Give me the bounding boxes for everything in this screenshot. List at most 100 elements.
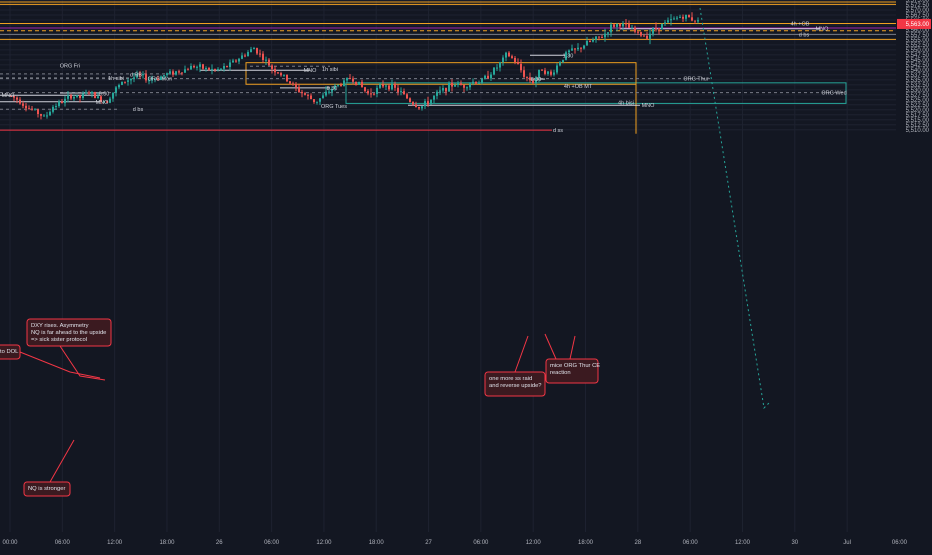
candle-body	[634, 27, 636, 32]
annotation-pointer	[569, 335, 576, 360]
y-tick-label: 5,557.50	[906, 33, 930, 39]
candle	[76, 95, 78, 99]
candle	[265, 56, 267, 66]
candle-body	[265, 59, 267, 61]
candle	[553, 69, 555, 77]
candle	[514, 55, 516, 65]
candle-body	[70, 95, 72, 99]
candle-body	[574, 48, 576, 50]
x-tick-label: 06:00	[264, 540, 280, 546]
candle	[145, 70, 147, 83]
candle	[505, 51, 507, 62]
candle	[148, 76, 150, 85]
candle	[466, 86, 468, 91]
candle-body	[349, 78, 351, 80]
candle	[622, 21, 624, 31]
candle	[550, 69, 552, 77]
candle	[28, 105, 30, 110]
candle-body	[397, 87, 399, 92]
candle	[334, 83, 336, 91]
candle-body	[184, 69, 186, 73]
candle	[403, 88, 405, 95]
candle	[79, 94, 81, 103]
candle-body	[94, 91, 96, 99]
last-price-badge	[897, 18, 931, 29]
candle	[91, 90, 93, 98]
candle-body	[577, 47, 579, 50]
candle-body	[688, 14, 690, 18]
candle	[448, 81, 450, 92]
candle	[544, 67, 546, 76]
candle	[523, 66, 525, 79]
annotation-callout: to DOL	[0, 344, 21, 360]
candle	[634, 25, 636, 34]
candle	[655, 22, 657, 32]
candle-body	[301, 91, 303, 94]
candle-body	[232, 60, 234, 63]
candle	[259, 49, 261, 58]
candle	[286, 74, 288, 83]
candle	[436, 89, 438, 100]
level-label: d ss	[553, 128, 563, 134]
candle-body	[661, 23, 663, 30]
candle	[67, 90, 69, 103]
annotation-box	[545, 358, 599, 384]
level-label: 8.30	[531, 77, 542, 83]
y-tick-label: 5,515.00	[906, 118, 930, 124]
candle	[460, 80, 462, 86]
candle	[160, 75, 162, 81]
candle-body	[262, 53, 264, 60]
candle-body	[205, 67, 207, 69]
candle	[304, 91, 306, 96]
y-tick-label: 5,532.50	[906, 83, 930, 89]
candle-body	[547, 71, 549, 74]
level-label: 1h sibi	[108, 76, 124, 82]
y-tick-label: 5,547.50	[906, 53, 930, 59]
candle	[649, 29, 651, 45]
level-label: 4h bisi	[618, 101, 634, 107]
annotation-text: and reverse upside?	[489, 383, 542, 389]
candle-body	[538, 69, 540, 78]
price-axis-bg	[896, 0, 932, 550]
candle-body	[670, 19, 672, 21]
candle-body	[598, 36, 600, 38]
candle	[127, 78, 129, 86]
candle	[598, 36, 600, 41]
candle	[595, 36, 597, 43]
candle	[274, 65, 276, 76]
price-axis: 5,575.005,572.505,570.005,567.505,565.00…	[896, 0, 932, 550]
candle	[142, 71, 144, 79]
candle	[178, 69, 180, 75]
candle	[475, 81, 477, 85]
candle-body	[430, 99, 432, 105]
candle	[49, 110, 51, 116]
candle	[331, 86, 333, 97]
candle-body	[466, 87, 468, 89]
candle-body	[541, 69, 543, 71]
x-tick-label: 12:00	[526, 540, 542, 546]
x-tick-label: 06:00	[892, 540, 908, 546]
candle	[100, 95, 102, 105]
candle-body	[385, 85, 387, 87]
candle-body	[226, 66, 228, 68]
candle	[199, 62, 201, 73]
candle-body	[208, 67, 210, 71]
candle	[205, 66, 207, 72]
candle-body	[490, 74, 492, 79]
candle-body	[322, 95, 324, 99]
candle-body	[364, 87, 366, 92]
candle	[568, 49, 570, 57]
annotation-pointer	[544, 333, 557, 360]
candle	[172, 69, 174, 77]
candle	[580, 47, 582, 53]
candle-body	[544, 70, 546, 74]
level-label: 8.30	[99, 91, 110, 97]
candle-body	[295, 84, 297, 87]
candle-body	[643, 35, 645, 37]
candle-body	[682, 16, 684, 19]
candle-body	[229, 62, 231, 68]
candle	[271, 64, 273, 74]
